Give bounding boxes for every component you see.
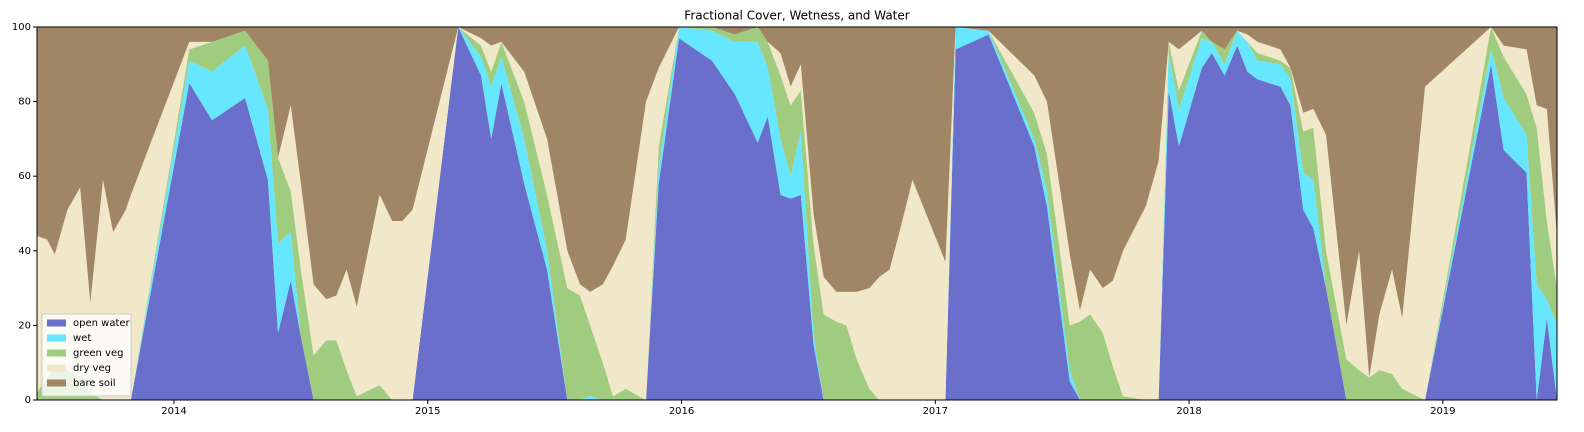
- area: [37, 27, 1557, 378]
- legend: open water wet green veg dry veg bare soil: [41, 313, 132, 397]
- legend-swatch: [47, 319, 66, 327]
- x-tick-label: 2017: [923, 406, 948, 417]
- legend-label: bare soil: [73, 378, 116, 389]
- y-tick-label: 60: [18, 171, 31, 182]
- legend-label: dry veg: [73, 363, 111, 374]
- area: [37, 27, 1557, 400]
- legend-swatch: [47, 364, 66, 372]
- legend-label: open water: [73, 318, 131, 329]
- y-tick-label: 80: [18, 97, 31, 108]
- x-tick-label: 2019: [1430, 406, 1455, 417]
- area: [37, 27, 1557, 400]
- x-tick-label: 2015: [415, 406, 440, 417]
- y-tick-label: 40: [18, 246, 31, 257]
- x-tick-label: 2014: [161, 406, 186, 417]
- y-tick-label: 0: [25, 395, 31, 406]
- x-tick-label: 2018: [1176, 406, 1201, 417]
- legend-swatch: [47, 334, 66, 342]
- y-tick-label: 20: [18, 320, 31, 331]
- legend-label: wet: [73, 333, 91, 344]
- legend-swatch: [47, 379, 66, 387]
- y-tick-label: 100: [12, 22, 31, 33]
- chart-title: Fractional Cover, Wetness, and Water: [684, 9, 909, 23]
- legend-label: green veg: [73, 348, 123, 359]
- legend-swatch: [47, 349, 66, 357]
- x-tick-label: 2016: [669, 406, 694, 417]
- area: [37, 27, 1557, 400]
- area: [37, 27, 1557, 400]
- plot-frame: [36, 26, 1558, 401]
